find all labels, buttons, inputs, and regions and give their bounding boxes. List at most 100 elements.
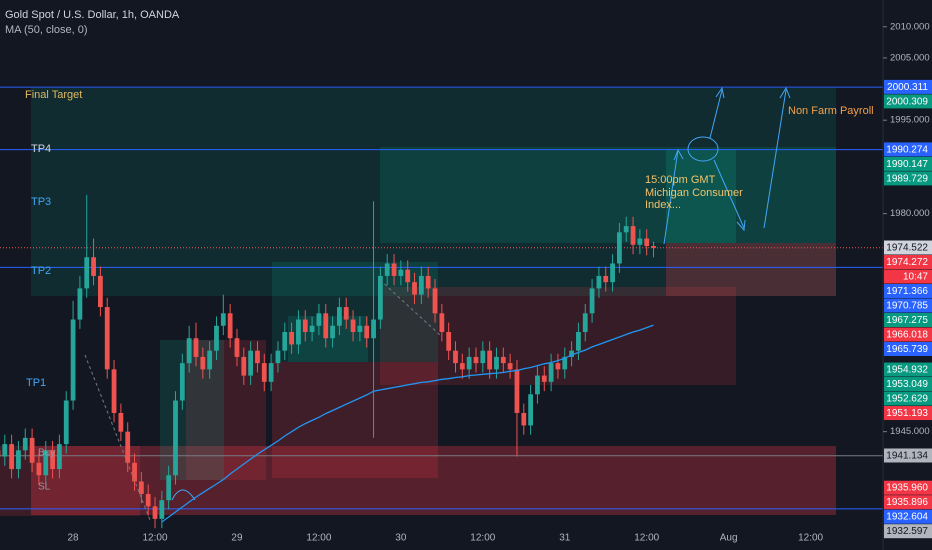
target-zone xyxy=(31,88,836,296)
stop-zone xyxy=(666,243,836,296)
x-tick-label: 12:00 xyxy=(470,533,495,544)
price-label-bg xyxy=(884,377,932,392)
tp-zone xyxy=(160,340,224,480)
price-label-bg xyxy=(884,313,932,328)
candle-body xyxy=(418,275,424,295)
price-label: 1941.134 xyxy=(886,450,928,461)
arrow-head xyxy=(779,86,791,99)
price-label: 1965.739 xyxy=(886,344,928,355)
candle-body xyxy=(371,319,376,339)
price-label-bg xyxy=(884,171,932,186)
candle-body xyxy=(364,325,370,339)
arc xyxy=(171,489,196,501)
price-label: 1932.604 xyxy=(886,512,928,523)
candle-body xyxy=(391,263,397,276)
candle-body xyxy=(466,356,472,370)
candle-body xyxy=(227,313,233,339)
candle-body xyxy=(282,331,288,351)
y-tick-label: 1995.000 xyxy=(890,115,930,126)
annotation: SL xyxy=(38,482,51,493)
candle-body xyxy=(323,313,329,339)
candle-body xyxy=(453,350,458,364)
price-label: 1974.522 xyxy=(886,242,928,253)
arrow xyxy=(663,149,679,245)
candle-body xyxy=(343,307,349,320)
candle-body xyxy=(357,325,363,332)
tp-zone xyxy=(380,147,836,243)
x-tick-label: 12:00 xyxy=(306,533,331,544)
stop-zone xyxy=(0,446,140,516)
candle-body xyxy=(118,412,124,432)
candle-body xyxy=(337,307,342,326)
price-label: 1932.597 xyxy=(886,526,928,537)
candle-body xyxy=(555,363,561,370)
candle-body xyxy=(644,238,650,247)
price-label: 1953.049 xyxy=(886,379,928,390)
annotation: TP1 xyxy=(26,377,46,389)
countdown: 10:47 xyxy=(903,271,928,282)
candle-body xyxy=(125,431,131,463)
price-label: 2000.309 xyxy=(886,96,928,107)
price-label: 1990.274 xyxy=(886,144,928,155)
price-label-bg xyxy=(884,448,932,463)
candle-body xyxy=(398,269,404,276)
y-tick-label: 2010.000 xyxy=(890,21,930,32)
candle-body xyxy=(289,331,294,345)
price-label: 1935.896 xyxy=(886,497,928,508)
annotation: 15:00pm GMT xyxy=(645,174,716,186)
candle-body xyxy=(16,450,21,470)
candle-body xyxy=(487,350,493,370)
candle-body xyxy=(104,307,110,370)
candle-body xyxy=(111,369,117,413)
candle-body xyxy=(446,331,452,351)
candles xyxy=(0,194,656,529)
annotation: Index... xyxy=(645,199,681,211)
candle-body xyxy=(439,313,445,332)
candle-body xyxy=(207,350,213,370)
price-label-bg xyxy=(884,255,932,270)
candle-body xyxy=(589,288,595,314)
price-label-bg xyxy=(884,406,932,421)
x-tick-label: Aug xyxy=(720,533,738,544)
x-tick-label: 12:00 xyxy=(798,533,823,544)
candle-body xyxy=(316,313,322,326)
stop-zone xyxy=(31,446,836,515)
candle-body xyxy=(330,325,335,339)
candle-body xyxy=(173,400,178,476)
candle-body xyxy=(473,356,479,364)
chart-subtitle: MA (50, close, 0) xyxy=(5,24,88,36)
candle-body xyxy=(610,263,615,283)
price-label-bg xyxy=(884,524,932,539)
candle-body xyxy=(43,450,49,476)
candle-body xyxy=(22,437,28,451)
y-tick-label: 2005.000 xyxy=(890,52,930,63)
candle-body xyxy=(166,475,172,501)
annotation: TP4 xyxy=(31,143,51,155)
price-label-bg xyxy=(884,298,932,313)
candle-body xyxy=(200,356,206,370)
trend xyxy=(379,279,441,336)
price-label: 1967.275 xyxy=(886,315,928,326)
candle-body xyxy=(50,450,55,470)
candle-body xyxy=(152,506,158,519)
candle-body xyxy=(309,325,315,332)
candle-body xyxy=(617,232,622,264)
price-label: 1952.629 xyxy=(886,393,928,404)
candle-body xyxy=(651,246,656,248)
candle-body xyxy=(261,363,267,382)
candle-body xyxy=(521,412,527,426)
y-tick-label: 1980.000 xyxy=(890,208,930,219)
price-label: 1989.729 xyxy=(886,173,928,184)
price-label: 1974.272 xyxy=(886,257,928,268)
candle-body xyxy=(541,375,547,382)
price-label: 2000.311 xyxy=(887,82,928,93)
candle-body xyxy=(377,275,383,320)
candle-body xyxy=(138,481,144,494)
candle-body xyxy=(535,375,540,395)
x-tick-label: 12:00 xyxy=(634,533,659,544)
candle-body xyxy=(193,338,199,357)
candle-body xyxy=(91,257,96,276)
candle-body xyxy=(214,325,219,351)
